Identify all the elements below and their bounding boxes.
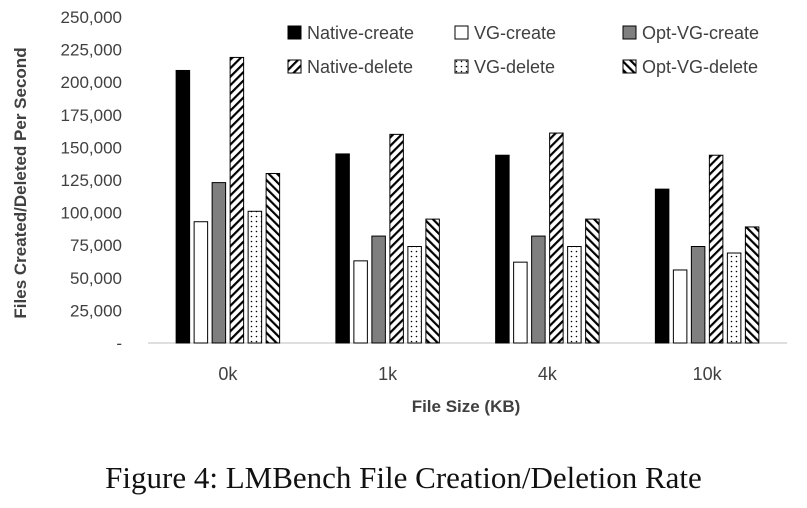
bar-native-delete-0k	[229, 56, 245, 344]
y-tick-label: 225,000	[61, 41, 122, 60]
legend-label: VG-delete	[474, 57, 555, 77]
bar-native-create-0k	[175, 69, 191, 344]
bar-vg-create-4k	[513, 261, 528, 344]
legend-swatch	[454, 25, 469, 40]
x-tick-label: 4k	[538, 364, 558, 384]
y-tick-label: 250,000	[61, 8, 122, 27]
bar-vg-delete-10k	[726, 252, 742, 344]
x-axis-label: File Size (KB)	[412, 397, 521, 416]
bar-opt-vg-create-1k	[371, 235, 386, 344]
bar-opt-vg-create-0k	[211, 182, 227, 344]
legend-label: Native-create	[307, 23, 414, 43]
bar-opt-vg-delete-10k	[744, 226, 760, 344]
legend-label: Opt-VG-delete	[642, 57, 758, 77]
bar-vg-delete-4k	[567, 246, 582, 344]
bar-opt-vg-delete-0k	[265, 172, 281, 344]
bar-vg-delete-0k	[247, 210, 263, 344]
bar-opt-vg-create-4k	[531, 235, 546, 344]
bar-vg-create-1k	[353, 260, 368, 344]
y-axis-label: Files Created/Deleted Per Second	[11, 47, 30, 318]
x-tick-label: 10k	[693, 364, 723, 384]
x-tick-label: 1k	[378, 364, 398, 384]
bar-native-create-10k	[654, 188, 670, 344]
bar-vg-create-0k	[193, 221, 209, 344]
bar-native-delete-4k	[549, 132, 564, 344]
y-tick-label: 50,000	[70, 269, 122, 288]
y-tick-label: 150,000	[61, 138, 122, 157]
legend-label: Opt-VG-create	[642, 23, 759, 43]
bar-vg-create-10k	[672, 269, 688, 344]
legend-label: VG-create	[474, 23, 556, 43]
y-tick-label: 125,000	[61, 171, 122, 190]
bar-chart: - 25,000 50,000 75,000 100,000 125,000 150,000…	[11, 8, 787, 416]
bar-vg-delete-1k	[407, 246, 422, 344]
legend-swatch	[622, 25, 637, 40]
bar-native-delete-1k	[389, 133, 404, 344]
legend-swatch	[287, 25, 302, 40]
legend: Native-create VG-create Opt-VG-create Nativ…	[287, 23, 759, 77]
y-tick-label: 100,000	[61, 204, 122, 223]
y-tick-label: 200,000	[61, 73, 122, 92]
legend-swatch	[287, 59, 302, 74]
legend-label: Native-delete	[307, 57, 413, 77]
figure-caption: Figure 4: LMBench File Creation/Deletion…	[105, 460, 702, 495]
y-tick-label: 25,000	[70, 301, 122, 320]
bar-native-delete-10k	[708, 154, 724, 344]
y-tick-label: -	[116, 334, 122, 353]
x-tick-label: 0k	[218, 364, 238, 384]
bar-native-create-4k	[495, 154, 510, 344]
bar-opt-vg-delete-4k	[585, 218, 600, 344]
y-tick-label: 175,000	[61, 106, 122, 125]
legend-swatch	[622, 59, 637, 74]
bar-opt-vg-delete-1k	[425, 218, 440, 344]
y-tick-label: 75,000	[70, 236, 122, 255]
legend-swatch	[454, 59, 469, 74]
bar-opt-vg-create-10k	[690, 246, 706, 344]
plot-area: - 25,000 50,000 75,000 100,000 125,000 150,000…	[61, 8, 787, 384]
bar-native-create-1k	[335, 153, 350, 344]
